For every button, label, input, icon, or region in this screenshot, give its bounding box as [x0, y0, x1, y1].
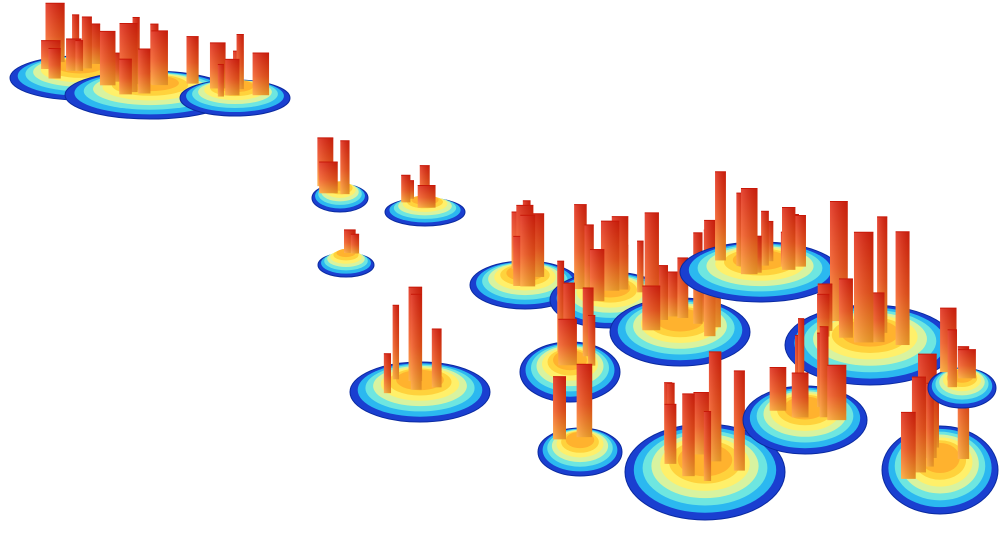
- spire-shade: [574, 204, 587, 290]
- spire-shade: [401, 175, 411, 203]
- spire-shade: [75, 40, 84, 72]
- peak-cluster: [742, 318, 868, 455]
- spire-shade: [558, 319, 577, 366]
- spire-shade: [431, 328, 442, 388]
- spire-shade: [343, 229, 356, 254]
- spire-shade: [677, 257, 689, 318]
- spire-shade: [769, 367, 787, 411]
- spire-shade: [383, 353, 392, 394]
- spire-shade: [138, 49, 151, 94]
- spire-shade: [817, 294, 830, 337]
- peak-cluster: [179, 33, 291, 117]
- spire-shade: [520, 215, 536, 287]
- spire-shade: [637, 241, 644, 293]
- peak-cluster: [64, 16, 236, 120]
- peak-cluster: [519, 260, 621, 403]
- peak-cluster: [537, 363, 623, 477]
- spire-shade: [853, 232, 874, 343]
- spire-shade: [736, 193, 745, 267]
- spire-shade: [576, 364, 593, 438]
- spire-shade: [761, 211, 769, 266]
- spire-shade: [827, 365, 847, 421]
- peak-cluster: [549, 204, 671, 329]
- spire-shade: [666, 271, 679, 317]
- spire-shade: [417, 185, 436, 208]
- peak-cluster: [349, 286, 491, 423]
- spire-shade: [895, 231, 910, 346]
- spire-shade: [99, 31, 116, 86]
- spire-shade: [600, 221, 620, 291]
- peak-cluster: [624, 351, 786, 521]
- spire-shade: [419, 165, 430, 199]
- spire-shade: [715, 171, 726, 261]
- spire-shade: [557, 261, 565, 353]
- spire-shade: [838, 278, 853, 338]
- spire-shade: [81, 16, 92, 69]
- spire-shade: [553, 376, 566, 440]
- spire-shade: [410, 294, 422, 390]
- spire-shade: [340, 140, 350, 195]
- spire-shade: [151, 30, 168, 86]
- spire-shade: [947, 329, 957, 388]
- spire-shade: [657, 265, 669, 320]
- peak-cluster: [469, 200, 581, 310]
- spire-shade: [871, 292, 885, 343]
- spire-shade: [958, 349, 976, 379]
- spire-shade: [584, 224, 594, 296]
- spire-shade: [926, 383, 934, 467]
- spire-shade: [664, 404, 677, 464]
- spire-shade: [119, 59, 132, 95]
- spire-shade: [708, 351, 722, 462]
- spire-shade: [48, 48, 61, 79]
- spire-shade: [186, 36, 199, 84]
- peak-cluster: [784, 201, 956, 386]
- spire-shade: [642, 285, 661, 331]
- spire-shade: [740, 188, 758, 275]
- spire-shade: [733, 370, 745, 471]
- spire-shade: [252, 53, 270, 96]
- spire-shade: [236, 34, 244, 90]
- spire-shade: [319, 161, 338, 194]
- peak-cluster: [311, 137, 369, 213]
- spire-shade: [217, 64, 224, 97]
- peak-cluster: [384, 165, 466, 227]
- spire-shade: [766, 221, 774, 262]
- spire-shade: [682, 393, 695, 477]
- spire-shade: [703, 411, 712, 482]
- spire-shade: [900, 412, 916, 479]
- spire-shade: [392, 305, 400, 380]
- spire-shade: [350, 234, 360, 254]
- spire-shade: [225, 59, 240, 96]
- spire-shade: [588, 315, 596, 366]
- peak-cluster: [679, 171, 841, 303]
- spire-shade: [795, 215, 806, 267]
- peak-cluster: [927, 307, 997, 409]
- spire-shade: [782, 207, 796, 270]
- spire-shade: [798, 318, 805, 414]
- spire-shade: [819, 326, 829, 418]
- peak-cluster: [317, 229, 375, 278]
- spire-shade: [791, 372, 809, 418]
- spire-shade: [877, 216, 888, 333]
